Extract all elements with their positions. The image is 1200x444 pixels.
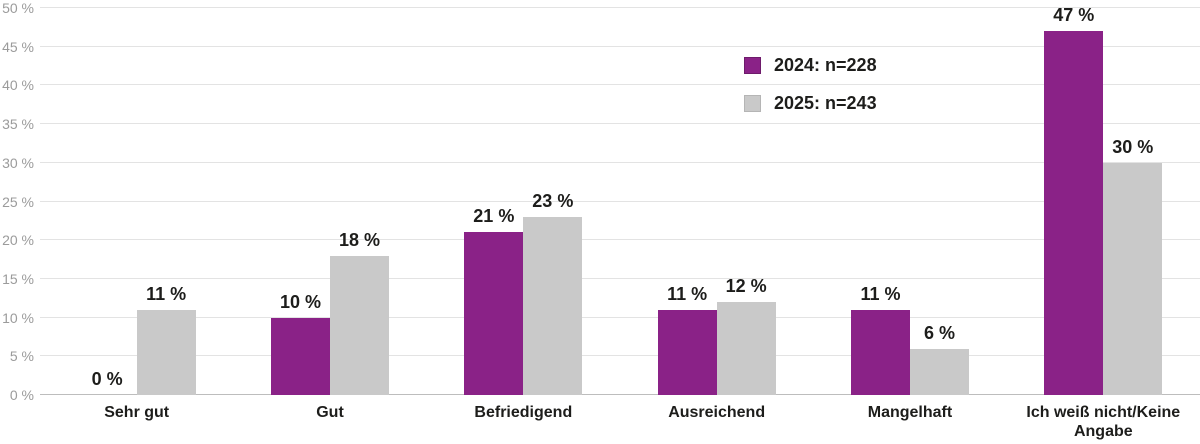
legend-label: 2025: n=243 — [774, 93, 877, 113]
gridline-50 — [40, 7, 1200, 8]
y-tick-label: 5 % — [9, 348, 34, 365]
bar-group-2: 10 % 18 % — [233, 8, 426, 395]
bar-series1-cat4: 11 % — [657, 284, 717, 395]
plot-area: 0 % 11 % 10 % 18 % 21 % 23 % 11 % 12 % 11 % 6 % 47… — [40, 5, 1200, 395]
bar-series2-cat2: 18 % — [329, 230, 389, 395]
legend-row-1: 2024: n=228 — [744, 55, 877, 76]
bar-series1-cat3: 21 % — [464, 206, 524, 395]
gridline-45 — [40, 45, 1200, 47]
bar-series2-cat6: 30 % — [1103, 137, 1163, 395]
y-tick-label: 25 % — [2, 193, 34, 210]
value-label: 18 % — [338, 229, 380, 250]
bar-group-1: 0 % 11 % — [40, 8, 233, 395]
value-label: 12 % — [725, 276, 767, 297]
bar-group-4: 11 % 12 % — [620, 8, 813, 395]
bar-series1-cat6: 47 % — [1044, 5, 1104, 395]
gridline-35 — [40, 123, 1200, 125]
value-label: 11 % — [146, 283, 187, 304]
bar-group-6: 47 % 30 % — [1007, 5, 1200, 395]
legend-swatch-icon — [744, 95, 761, 112]
y-tick-label: 10 % — [2, 309, 34, 326]
gridline-10 — [40, 316, 1200, 318]
bar-series1-cat2: 10 % — [270, 292, 330, 395]
legend: 2024: n=228 2025: n=243 — [744, 55, 877, 131]
y-tick-label: 50 % — [2, 0, 34, 16]
value-label: 23 % — [532, 190, 574, 211]
legend-row-2: 2025: n=243 — [744, 93, 877, 114]
y-tick-label: 35 % — [2, 116, 34, 133]
category-label-2: Gut — [316, 404, 344, 421]
bar-group-3: 21 % 23 % — [427, 8, 620, 395]
y-tick-label: 20 % — [2, 232, 34, 249]
y-tick-label: 15 % — [2, 270, 34, 287]
y-tick-label: 40 % — [2, 77, 34, 94]
bar-group-5: 11 % 6 % — [813, 8, 1006, 395]
gridline-40 — [40, 84, 1200, 86]
value-label: 11 % — [860, 283, 901, 304]
x-axis-category-labels: Sehr gut Gut Befriedigend Ausreichend Mangel… — [40, 403, 1200, 441]
category-label-4: Ausreichend — [668, 404, 766, 421]
bar-series2-cat4: 12 % — [716, 276, 776, 395]
value-label: 10 % — [279, 291, 321, 312]
category-label-6: Ich weiß nicht/Keine Angabe — [1026, 404, 1181, 440]
value-label: 11 % — [667, 283, 708, 304]
gridline-30 — [40, 161, 1200, 163]
category-label-1: Sehr gut — [104, 404, 170, 421]
bar-series2-cat5: 6 % — [909, 323, 969, 395]
gridline-5 — [40, 355, 1200, 357]
value-label: 0 % — [91, 369, 123, 389]
y-tick-label: 0 % — [9, 387, 34, 403]
value-label: 6 % — [923, 322, 955, 343]
bar-series1-cat5: 11 % — [850, 284, 910, 395]
legend-label: 2024: n=228 — [774, 55, 877, 75]
bar-groups: 0 % 11 % 10 % 18 % 21 % 23 % 11 % 12 % 11 % 6 % 47… — [40, 5, 1200, 395]
legend-swatch-icon — [744, 57, 761, 74]
gridline-15 — [40, 277, 1200, 279]
gridline-25 — [40, 200, 1200, 202]
bar-series2-cat3: 23 % — [523, 191, 583, 395]
y-tick-label: 30 % — [2, 154, 34, 171]
value-label: 47 % — [1053, 5, 1095, 26]
bar-series2-cat1: 11 % — [136, 284, 196, 395]
category-label-3: Befriedigend — [474, 404, 573, 421]
category-label-5: Mangelhaft — [867, 404, 953, 421]
value-label: 21 % — [473, 206, 515, 227]
gridline-20 — [40, 239, 1200, 241]
value-label: 30 % — [1112, 136, 1154, 157]
gridline-0 — [40, 394, 1200, 395]
y-tick-label: 45 % — [2, 38, 34, 55]
